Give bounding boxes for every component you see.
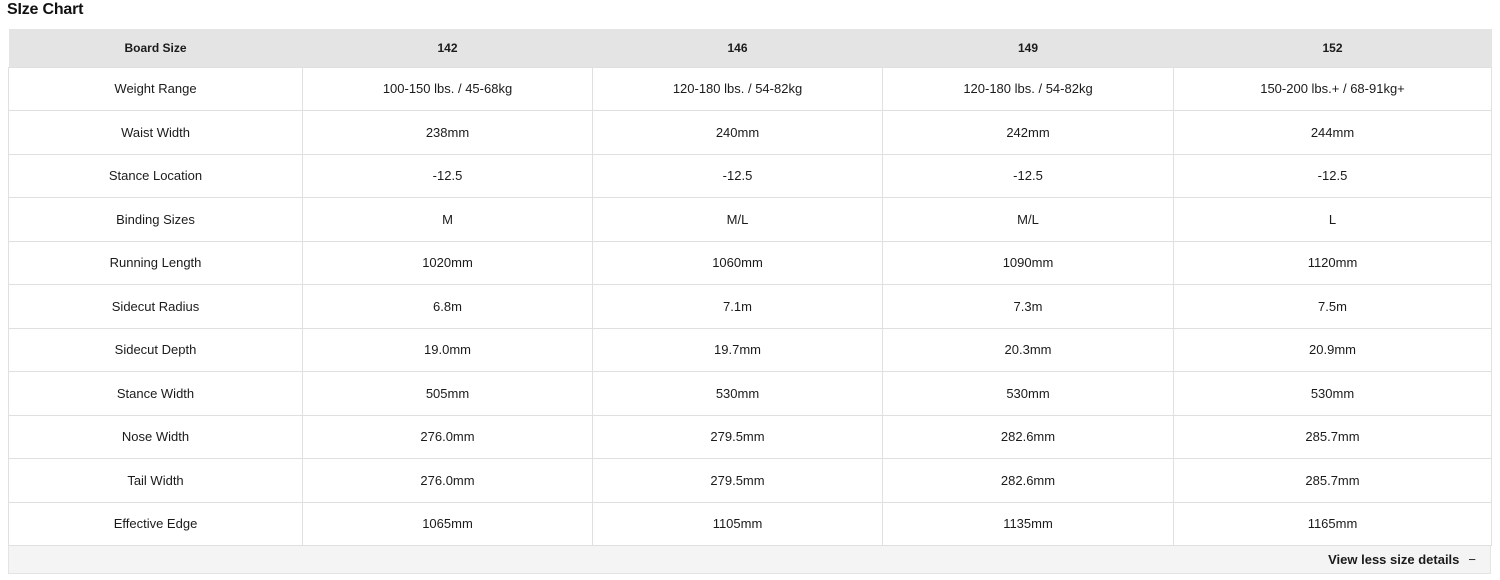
table-row-stance-location: Stance Location -12.5 -12.5 -12.5 -12.5 — [8, 153, 1492, 198]
table-cell: 100-150 lbs. / 45-68kg — [302, 66, 593, 111]
table-cell: 285.7mm — [1173, 414, 1492, 459]
table-cell: M — [302, 197, 593, 242]
table-row-waist-width: Waist Width 238mm 240mm 242mm 244mm — [8, 110, 1492, 155]
header-cell-size-149: 149 — [882, 29, 1174, 67]
row-label: Sidecut Radius — [8, 284, 303, 329]
minus-icon: − — [1468, 552, 1476, 567]
table-cell: M/L — [882, 197, 1174, 242]
table-cell: 1165mm — [1173, 501, 1492, 546]
table-cell: 1090mm — [882, 240, 1174, 285]
table-cell: 1020mm — [302, 240, 593, 285]
table-cell: 120-180 lbs. / 54-82kg — [592, 66, 883, 111]
table-cell: 19.0mm — [302, 327, 593, 372]
table-cell: 530mm — [1173, 371, 1492, 416]
table-cell: 7.5m — [1173, 284, 1492, 329]
table-row-sidecut-radius: Sidecut Radius 6.8m 7.1m 7.3m 7.5m — [8, 284, 1492, 329]
table-cell: -12.5 — [302, 153, 593, 198]
header-row: Board Size 142 146 149 152 — [8, 29, 1492, 67]
size-chart-table: Board Size 142 146 149 152 Weight Range … — [8, 29, 1492, 546]
table-cell: -12.5 — [1173, 153, 1492, 198]
table-cell: 279.5mm — [592, 414, 883, 459]
header-cell-size-146: 146 — [592, 29, 883, 67]
table-row-effective-edge: Effective Edge 1065mm 1105mm 1135mm 1165… — [8, 501, 1492, 546]
table-cell: 1120mm — [1173, 240, 1492, 285]
table-cell: 530mm — [882, 371, 1174, 416]
table-cell: 20.3mm — [882, 327, 1174, 372]
table-cell: 20.9mm — [1173, 327, 1492, 372]
table-cell: -12.5 — [882, 153, 1174, 198]
row-label: Waist Width — [8, 110, 303, 155]
table-row-weight-range: Weight Range 100-150 lbs. / 45-68kg 120-… — [8, 66, 1492, 111]
table-cell: -12.5 — [592, 153, 883, 198]
table-row-sidecut-depth: Sidecut Depth 19.0mm 19.7mm 20.3mm 20.9m… — [8, 327, 1492, 372]
table-footer-bar: View less size details − — [8, 546, 1491, 574]
table-cell: 6.8m — [302, 284, 593, 329]
header-cell-size-142: 142 — [302, 29, 593, 67]
size-chart-table-wrap: Board Size 142 146 149 152 Weight Range … — [8, 29, 1492, 546]
table-cell: 505mm — [302, 371, 593, 416]
table-cell: 279.5mm — [592, 458, 883, 503]
table-cell: 1060mm — [592, 240, 883, 285]
row-label: Running Length — [8, 240, 303, 285]
table-row-stance-width: Stance Width 505mm 530mm 530mm 530mm — [8, 371, 1492, 416]
row-label: Binding Sizes — [8, 197, 303, 242]
table-cell: L — [1173, 197, 1492, 242]
table-row-nose-width: Nose Width 276.0mm 279.5mm 282.6mm 285.7… — [8, 414, 1492, 459]
row-label: Weight Range — [8, 66, 303, 111]
table-row-tail-width: Tail Width 276.0mm 279.5mm 282.6mm 285.7… — [8, 458, 1492, 503]
table-cell: 1135mm — [882, 501, 1174, 546]
table-cell: 276.0mm — [302, 458, 593, 503]
header-cell-size-152: 152 — [1173, 29, 1492, 67]
table-cell: 242mm — [882, 110, 1174, 155]
row-label: Sidecut Depth — [8, 327, 303, 372]
table-cell: 120-180 lbs. / 54-82kg — [882, 66, 1174, 111]
table-cell: 150-200 lbs.+ / 68-91kg+ — [1173, 66, 1492, 111]
table-cell: 530mm — [592, 371, 883, 416]
row-label: Nose Width — [8, 414, 303, 459]
table-cell: 244mm — [1173, 110, 1492, 155]
row-label: Tail Width — [8, 458, 303, 503]
table-cell: M/L — [592, 197, 883, 242]
row-label: Stance Width — [8, 371, 303, 416]
header-cell-board-size: Board Size — [8, 29, 303, 67]
table-cell: 276.0mm — [302, 414, 593, 459]
toggle-label: View less size details — [1328, 552, 1460, 567]
table-cell: 7.1m — [592, 284, 883, 329]
row-label: Effective Edge — [8, 501, 303, 546]
view-less-size-details-toggle[interactable]: View less size details − — [1328, 552, 1476, 567]
table-cell: 238mm — [302, 110, 593, 155]
page-title: SIze Chart — [7, 1, 84, 18]
table-cell: 7.3m — [882, 284, 1174, 329]
table-cell: 285.7mm — [1173, 458, 1492, 503]
table-row-binding-sizes: Binding Sizes M M/L M/L L — [8, 197, 1492, 242]
table-cell: 19.7mm — [592, 327, 883, 372]
row-label: Stance Location — [8, 153, 303, 198]
table-cell: 282.6mm — [882, 414, 1174, 459]
table-cell: 240mm — [592, 110, 883, 155]
table-cell: 1105mm — [592, 501, 883, 546]
table-cell: 282.6mm — [882, 458, 1174, 503]
table-cell: 1065mm — [302, 501, 593, 546]
table-row-running-length: Running Length 1020mm 1060mm 1090mm 1120… — [8, 240, 1492, 285]
